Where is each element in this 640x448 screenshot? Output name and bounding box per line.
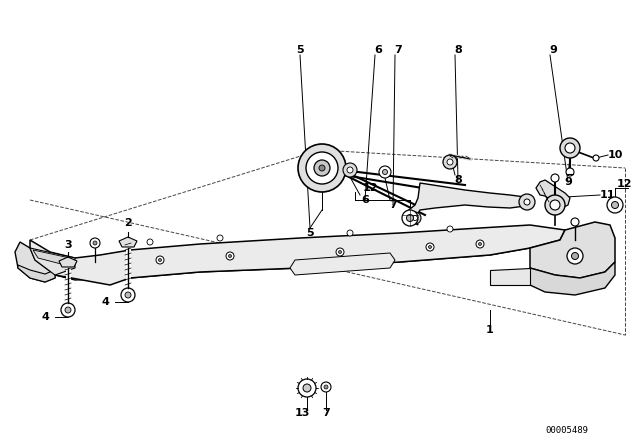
Circle shape: [228, 254, 232, 258]
Circle shape: [593, 155, 599, 161]
Circle shape: [303, 384, 311, 392]
Circle shape: [545, 195, 565, 215]
Text: 7: 7: [389, 200, 397, 210]
Circle shape: [93, 241, 97, 245]
Circle shape: [611, 202, 618, 208]
Circle shape: [65, 307, 71, 313]
Polygon shape: [536, 180, 570, 208]
Circle shape: [476, 240, 484, 248]
Text: 9: 9: [549, 45, 557, 55]
Circle shape: [524, 199, 530, 205]
Polygon shape: [530, 262, 615, 295]
Circle shape: [379, 166, 391, 178]
Circle shape: [90, 238, 100, 248]
Text: 8: 8: [454, 175, 462, 185]
Circle shape: [339, 250, 342, 254]
Polygon shape: [490, 268, 530, 285]
Circle shape: [321, 382, 331, 392]
Circle shape: [572, 253, 579, 259]
Circle shape: [383, 169, 387, 175]
Text: 9: 9: [564, 177, 572, 187]
Polygon shape: [405, 183, 530, 225]
Polygon shape: [290, 253, 395, 275]
Circle shape: [125, 292, 131, 298]
Text: 5: 5: [296, 45, 304, 55]
Circle shape: [406, 215, 413, 221]
Circle shape: [426, 243, 434, 251]
Circle shape: [429, 246, 431, 249]
Circle shape: [324, 385, 328, 389]
Circle shape: [566, 168, 574, 176]
Circle shape: [519, 194, 535, 210]
Text: 12: 12: [362, 183, 378, 193]
Circle shape: [343, 163, 357, 177]
Circle shape: [571, 218, 579, 226]
Polygon shape: [530, 222, 615, 278]
Circle shape: [298, 379, 316, 397]
Polygon shape: [119, 237, 137, 247]
Text: 4: 4: [101, 297, 109, 307]
Circle shape: [447, 159, 453, 165]
Text: 13: 13: [294, 408, 310, 418]
Polygon shape: [30, 248, 75, 275]
Circle shape: [147, 239, 153, 245]
Circle shape: [347, 167, 353, 173]
Circle shape: [443, 155, 457, 169]
Text: 6: 6: [374, 45, 382, 55]
Circle shape: [159, 258, 161, 262]
Circle shape: [61, 303, 75, 317]
Circle shape: [226, 252, 234, 260]
Text: 1: 1: [486, 325, 494, 335]
Circle shape: [156, 256, 164, 264]
Circle shape: [409, 212, 421, 224]
Circle shape: [607, 197, 623, 213]
Text: 5: 5: [306, 228, 314, 238]
Text: 3: 3: [64, 240, 72, 250]
Circle shape: [298, 144, 346, 192]
Text: 7: 7: [322, 408, 330, 418]
Circle shape: [319, 165, 325, 171]
Text: 00005489: 00005489: [545, 426, 588, 435]
Text: 8: 8: [454, 45, 462, 55]
Polygon shape: [33, 250, 70, 265]
Text: 10: 10: [607, 150, 623, 160]
Polygon shape: [59, 257, 77, 267]
Circle shape: [447, 226, 453, 232]
Text: 4: 4: [41, 312, 49, 322]
Circle shape: [565, 143, 575, 153]
Circle shape: [479, 242, 481, 246]
Circle shape: [413, 215, 417, 220]
Circle shape: [336, 248, 344, 256]
Circle shape: [560, 138, 580, 158]
Circle shape: [402, 210, 418, 226]
Text: 6: 6: [361, 195, 369, 205]
Polygon shape: [15, 242, 55, 282]
Circle shape: [567, 248, 583, 264]
Text: 11: 11: [599, 190, 615, 200]
Circle shape: [217, 235, 223, 241]
Polygon shape: [18, 265, 55, 282]
Text: 12: 12: [616, 179, 632, 189]
Polygon shape: [35, 238, 530, 280]
Circle shape: [314, 160, 330, 176]
Circle shape: [306, 152, 338, 184]
Text: 2: 2: [124, 218, 132, 228]
Text: 7: 7: [394, 45, 402, 55]
Circle shape: [121, 288, 135, 302]
Circle shape: [347, 230, 353, 236]
Circle shape: [551, 174, 559, 182]
Polygon shape: [30, 225, 565, 285]
Circle shape: [550, 200, 560, 210]
